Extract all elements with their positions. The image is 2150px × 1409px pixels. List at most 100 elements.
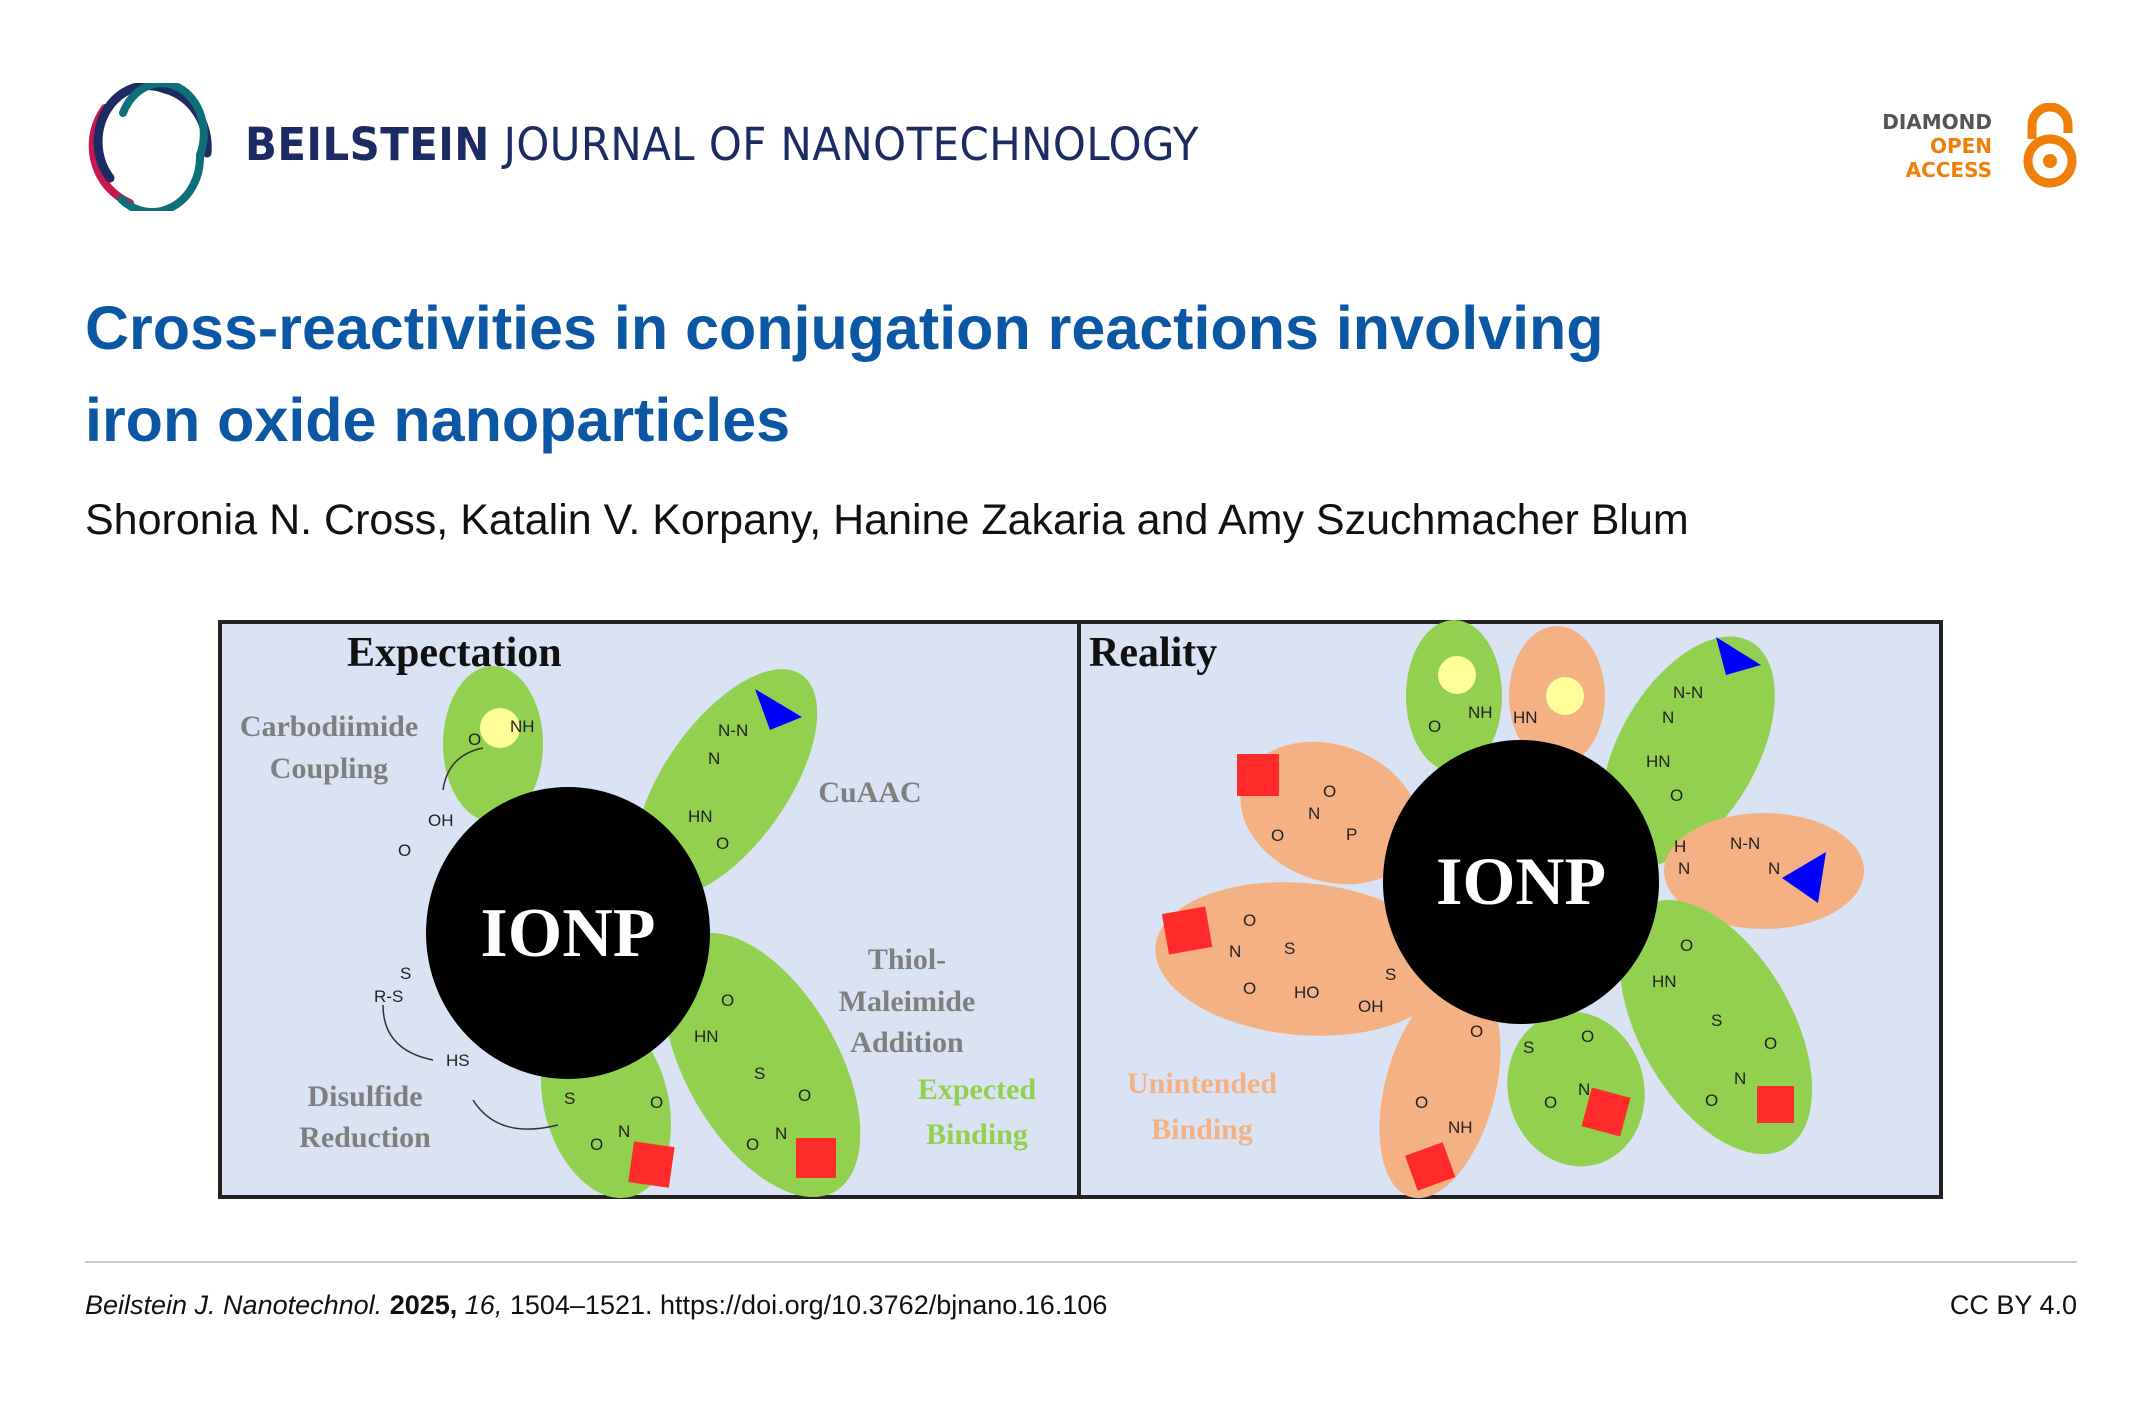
chem-label: N — [618, 1122, 630, 1141]
chem-label: O — [1428, 717, 1441, 736]
chem-label: O — [746, 1135, 759, 1154]
chem-label: O — [650, 1093, 663, 1112]
title-line-1: Cross-reactivities in conjugation reacti… — [85, 294, 1604, 362]
ligand-triangle — [1716, 637, 1761, 675]
thiol-label: Addition — [850, 1026, 964, 1059]
chem-label: S — [1385, 965, 1396, 984]
article-title: Cross-reactivities in conjugation reacti… — [85, 282, 1985, 466]
chem-label: O — [716, 834, 729, 853]
ligand-square — [1161, 906, 1213, 955]
author-list: Shoronia N. Cross, Katalin V. Korpany, H… — [85, 496, 1689, 544]
chem-label: NH — [1468, 703, 1493, 722]
ionp-core — [1383, 740, 1659, 1024]
chem-label: O — [590, 1135, 603, 1154]
ligand-square — [796, 1138, 836, 1178]
citation-journal: Beilstein J. Nanotechnol. — [85, 1290, 383, 1320]
reaction-arrow — [442, 747, 484, 791]
expectation-panel: IONP Expectation Carbodiimide Coupling C… — [240, 630, 1037, 1199]
chem-label: N — [1768, 859, 1780, 878]
chem-label: NH — [1448, 1118, 1473, 1137]
chem-label: O — [468, 730, 481, 749]
chem-label: O — [1243, 911, 1256, 930]
ligand-triangle — [1782, 852, 1826, 903]
graphical-abstract: IONP Expectation Carbodiimide Coupling C… — [218, 620, 1943, 1199]
carbodiimide-label: Carbodiimide — [240, 710, 418, 743]
title-line-2: iron oxide nanoparticles — [85, 386, 791, 454]
ligand-square — [1405, 1142, 1456, 1191]
chem-label: S — [1711, 1011, 1722, 1030]
chem-label: N — [1678, 859, 1690, 878]
ligand-circle — [1438, 656, 1476, 694]
chem-label: S — [1284, 939, 1295, 958]
thiol-label: Maleimide — [839, 985, 976, 1018]
chem-label: N — [1308, 804, 1320, 823]
chem-label: S — [400, 964, 411, 983]
chem-label: N — [1662, 708, 1674, 727]
chem-label: HN — [688, 807, 713, 826]
unintended-binding-label: Binding — [1151, 1113, 1253, 1146]
ligand-triangle — [755, 689, 802, 730]
chem-label: O — [1470, 1022, 1483, 1041]
chem-label: HN — [1652, 972, 1677, 991]
chem-label: S — [1523, 1038, 1534, 1057]
chem-label: O — [798, 1086, 811, 1105]
chem-label: NH — [510, 717, 535, 736]
ionp-label: IONP — [481, 895, 656, 972]
chem-label: HN — [694, 1027, 719, 1046]
citation-pages: 1504–1521. — [509, 1290, 653, 1320]
chem-label: N-N — [1730, 834, 1760, 853]
ligand-square — [1757, 1086, 1794, 1123]
ligand-circle — [480, 708, 520, 748]
doi-link[interactable]: https://doi.org/10.3762/bjnano.16.106 — [660, 1290, 1108, 1320]
beilstein-logo-icon — [88, 83, 212, 211]
chem-label: N — [775, 1124, 787, 1143]
ionp-core — [426, 787, 710, 1079]
chem-label: S — [564, 1089, 575, 1108]
reality-panel: IONP Reality Unintended Binding NH O HN … — [1089, 620, 1864, 1199]
ligand-square — [628, 1141, 675, 1188]
citation-year: 2025, — [389, 1290, 458, 1320]
thiol-label: Thiol- — [868, 943, 946, 976]
disulfide-label: Disulfide — [307, 1080, 422, 1113]
oa-line2: OPEN — [1929, 134, 1992, 158]
carbodiimide-label: Coupling — [270, 752, 388, 785]
oa-line1: DIAMOND — [1882, 110, 1992, 134]
chem-label: H — [1674, 837, 1686, 856]
journal-name[interactable]: BEILSTEIN JOURNAL OF NANOTECHNOLOGY — [245, 118, 1199, 171]
chem-label: OH — [428, 811, 454, 830]
chem-label: N — [708, 749, 720, 768]
reaction-arrow — [382, 1004, 434, 1061]
unintended-lobe — [1379, 979, 1501, 1199]
chem-label: HS — [446, 1051, 470, 1070]
reality-heading: Reality — [1089, 630, 1217, 676]
expectation-heading: Expectation — [347, 630, 562, 676]
ionp-label: IONP — [1436, 843, 1606, 919]
chem-label: O — [1544, 1093, 1557, 1112]
expected-lobe — [1406, 620, 1502, 772]
unintended-lobe — [1155, 882, 1449, 1036]
citation-volume: 16, — [464, 1290, 503, 1320]
chem-label: HO — [1294, 983, 1320, 1002]
expected-lobe — [1601, 636, 1775, 866]
chem-label: R-S — [374, 987, 403, 1006]
chem-label: OH — [1358, 997, 1384, 1016]
chem-label: O — [1243, 979, 1256, 998]
footer-divider — [85, 1261, 2077, 1263]
unintended-lobe — [1240, 741, 1420, 885]
expected-binding-label: Binding — [926, 1118, 1028, 1151]
chem-label: HN — [1646, 752, 1671, 771]
chem-label: N-N — [1673, 683, 1703, 702]
journal-name-bold: BEILSTEIN — [245, 118, 490, 171]
diamond-open-access-badge: DIAMOND OPEN ACCESS — [1882, 103, 2080, 191]
journal-name-light: JOURNAL OF NANOTECHNOLOGY — [503, 118, 1199, 171]
expected-binding-label: Expected — [918, 1073, 1037, 1106]
ligand-circle — [1546, 677, 1584, 715]
license[interactable]: CC BY 4.0 — [1949, 1290, 2077, 1320]
reaction-arrow — [472, 1099, 559, 1130]
chem-label: N-N — [718, 721, 748, 740]
chem-label: O — [398, 841, 411, 860]
chem-label: O — [1680, 936, 1693, 955]
chem-label: O — [1323, 782, 1336, 801]
open-lock-icon — [2023, 103, 2077, 188]
chem-label: P — [1346, 825, 1357, 844]
